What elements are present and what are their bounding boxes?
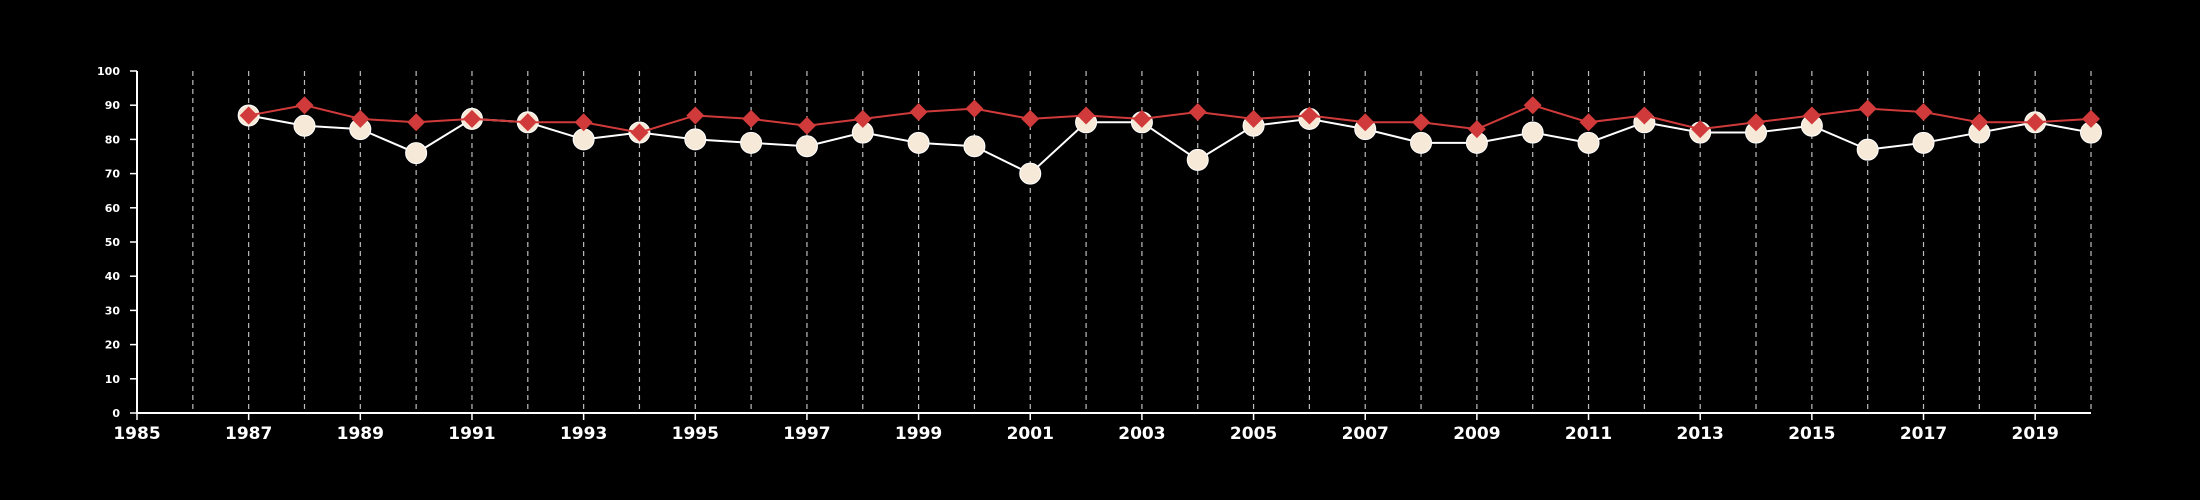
- series-b-point: [630, 123, 649, 142]
- series-b-point: [1412, 113, 1431, 132]
- y-tick-label: 100: [97, 65, 120, 78]
- x-tick-label: 1993: [560, 424, 607, 444]
- series-a-point: [293, 114, 316, 137]
- y-tick-label: 80: [105, 133, 121, 146]
- series-b-point: [1021, 109, 1040, 128]
- series-b-point: [1691, 120, 1710, 139]
- x-tick-label: 2005: [1230, 424, 1277, 444]
- y-tick-label: 60: [105, 202, 121, 215]
- series-b-point: [1300, 106, 1319, 125]
- x-tick-label: 2013: [1677, 424, 1724, 444]
- series-a-point: [740, 131, 763, 154]
- series-a-point: [684, 128, 707, 151]
- y-tick-label: 40: [105, 270, 121, 283]
- x-tick-label: 1995: [672, 424, 719, 444]
- series-b-point: [2082, 109, 2100, 128]
- y-tick-label: 50: [105, 236, 121, 249]
- x-tick-label: 1989: [337, 424, 384, 444]
- series-b-point: [1244, 109, 1263, 128]
- series-b-point: [742, 109, 761, 128]
- series-a-point: [1521, 121, 1544, 144]
- series-b-point: [1858, 99, 1877, 118]
- x-tick-label: 2007: [1342, 424, 1389, 444]
- series-b-point: [407, 113, 426, 132]
- series-b-point: [239, 106, 258, 125]
- series-b-point: [574, 113, 593, 132]
- series-a-point: [1410, 131, 1433, 154]
- y-tick-label: 0: [112, 407, 120, 420]
- series-b-line: [248, 104, 2092, 134]
- series-b-point: [1579, 113, 1598, 132]
- series-b-point: [1077, 106, 1096, 125]
- series-b-point: [1970, 113, 1989, 132]
- x-tick-label: 1991: [448, 424, 495, 444]
- x-tick-label: 2009: [1453, 424, 1500, 444]
- series-b-point: [797, 116, 816, 135]
- series-b-point: [518, 113, 537, 132]
- series-b-point: [1132, 109, 1151, 128]
- series-b-point: [1747, 113, 1766, 132]
- series-a-point: [1186, 148, 1209, 171]
- series-layer: [237, 96, 2102, 185]
- x-tick-label: 2019: [2012, 424, 2059, 444]
- series-b-point: [1467, 120, 1486, 139]
- series-b-point: [1635, 106, 1654, 125]
- x-tick-label: 1987: [225, 424, 272, 444]
- x-tick-label: 2001: [1007, 424, 1054, 444]
- series-b-point: [351, 109, 370, 128]
- x-tick-label: 1985: [113, 424, 160, 444]
- series-b-point: [965, 99, 984, 118]
- x-tick-label: 1999: [895, 424, 942, 444]
- series-b-point: [1188, 103, 1207, 122]
- series-b-point: [1802, 106, 1821, 125]
- x-tick-label: 2015: [1788, 424, 1835, 444]
- series-b-point: [1914, 103, 1933, 122]
- series-a-point: [795, 135, 818, 158]
- series-b-point: [1523, 96, 1542, 115]
- x-tick-label: 2011: [1565, 424, 1612, 444]
- series-b-point: [1356, 113, 1375, 132]
- series-a-point: [405, 142, 428, 165]
- series-a-point: [1912, 131, 1935, 154]
- series-b-point: [909, 103, 928, 122]
- series-b-point: [462, 109, 481, 128]
- series-a-point: [963, 135, 986, 158]
- x-tick-label: 1997: [783, 424, 830, 444]
- series-a-point: [1019, 162, 1042, 185]
- y-tick-label: 70: [105, 168, 121, 181]
- series-b-point: [2026, 113, 2045, 132]
- y-tick-label: 30: [105, 304, 121, 317]
- y-tick-label: 10: [105, 373, 121, 386]
- series-a-point: [907, 131, 930, 154]
- series-b-point: [295, 96, 314, 115]
- x-tick-label: 2003: [1118, 424, 1165, 444]
- ticks-layer: 0 10 20 30 40 50 60 70 80 90 100 1985 1987 1989 1991 19…: [97, 65, 2059, 444]
- series-a-point: [1577, 131, 1600, 154]
- series-b-point: [853, 109, 872, 128]
- series-a-point: [1856, 138, 1879, 161]
- series-a-point: [572, 128, 595, 151]
- x-tick-label: 2017: [1900, 424, 1947, 444]
- series-a-line: [248, 114, 2092, 175]
- series-b-point: [686, 106, 705, 125]
- y-tick-label: 20: [105, 339, 121, 352]
- y-tick-label: 90: [105, 99, 121, 112]
